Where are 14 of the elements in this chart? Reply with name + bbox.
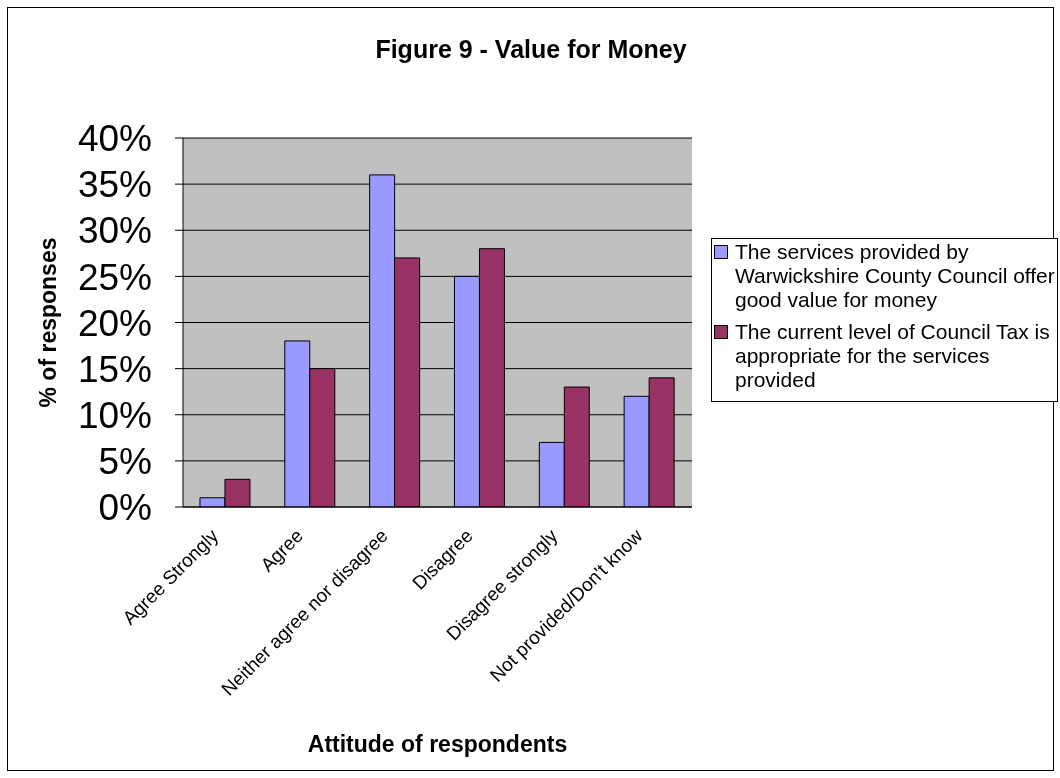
y-tick-label: 35% (77, 164, 152, 206)
y-tick-label: 15% (77, 348, 152, 390)
x-axis-title: Attitude of respondents (307, 731, 568, 757)
y-tick-label: 20% (77, 302, 152, 344)
y-tick-label: 5% (98, 441, 152, 483)
y-axis-title: % of responses (35, 237, 61, 408)
y-tick-label: 25% (77, 256, 152, 298)
legend-label: The current level of Council Tax is appropriate for the services provided (735, 320, 1051, 392)
legend-label: The services provided by Warwickshire County Council offer good value for money (735, 240, 1056, 312)
y-tick-label: 10% (77, 394, 152, 436)
chart-title: Figure 9 - Value for Money (375, 35, 687, 63)
y-tick-label: 0% (98, 487, 152, 529)
y-tick-label: 30% (77, 210, 152, 252)
y-tick-label: 40% (77, 118, 152, 160)
